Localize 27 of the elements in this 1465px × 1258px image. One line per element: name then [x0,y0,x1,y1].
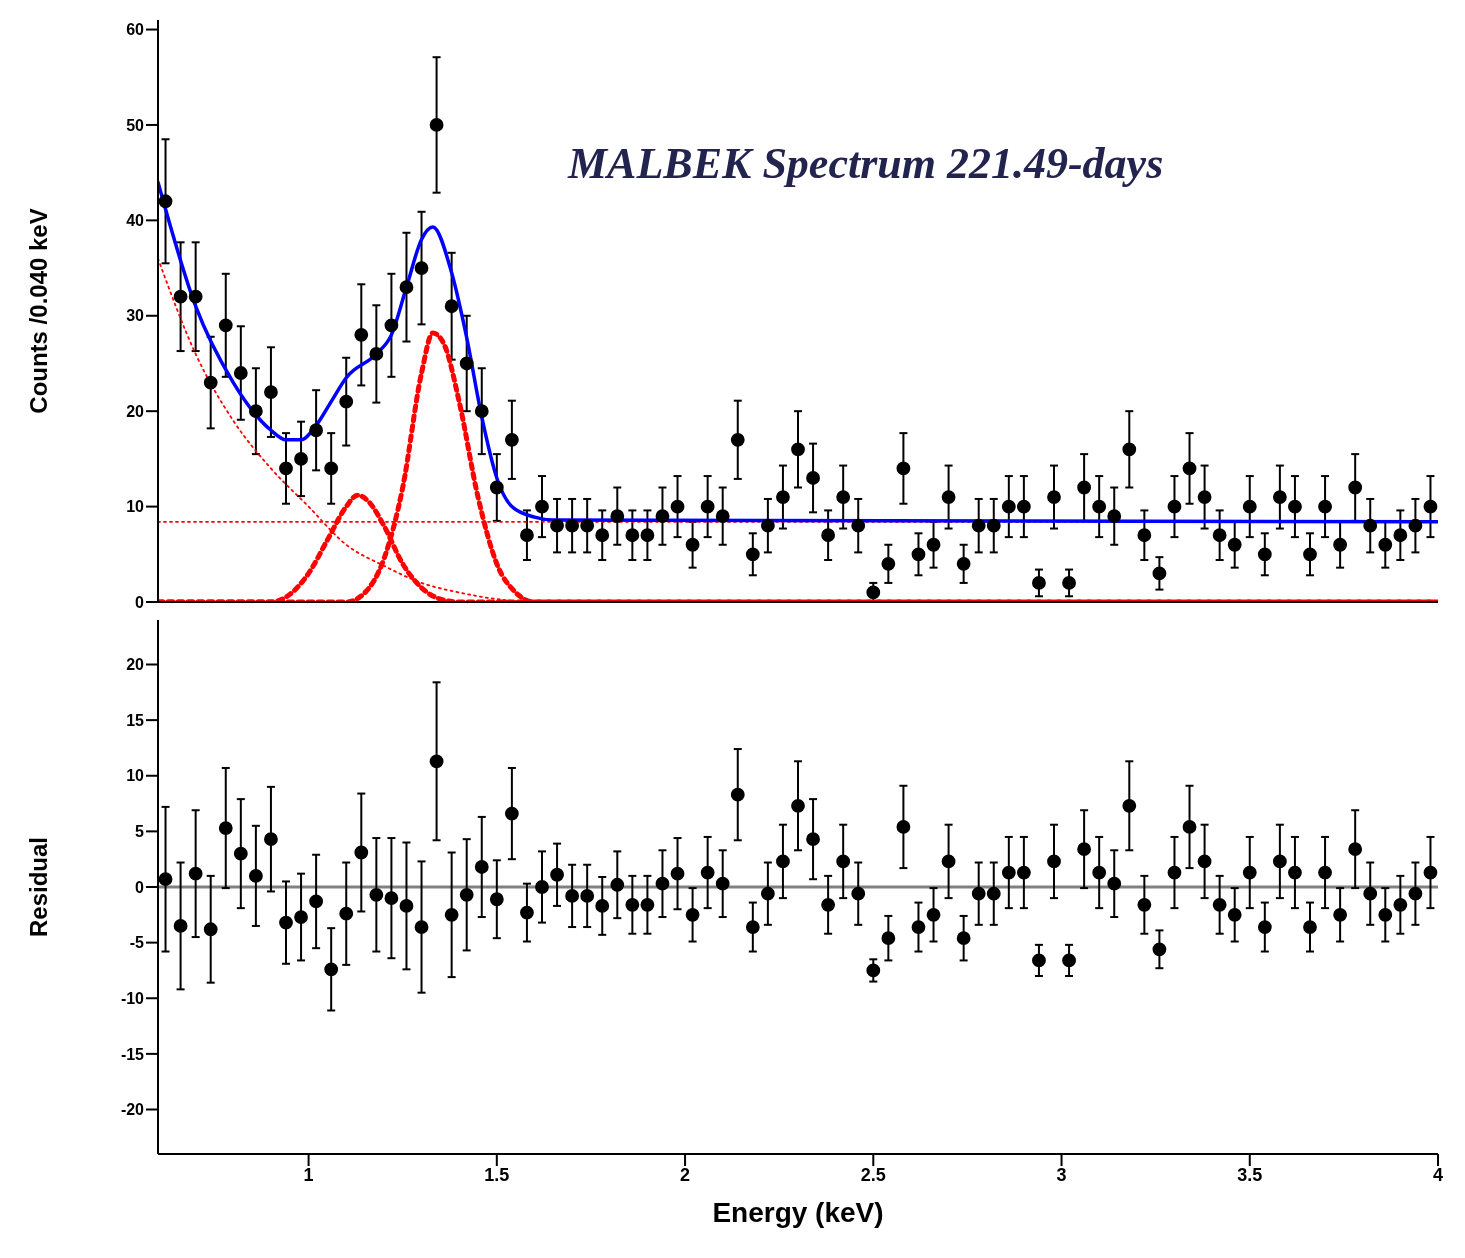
y-tick-label: 20 [126,656,145,674]
y-axis-title: Residual [24,836,52,938]
y-tick-label: 15 [126,711,145,729]
x-axis-title: Energy (keV) [712,1197,884,1228]
y-tick-label: 20 [126,402,145,420]
y-tick-label: 5 [135,823,145,841]
text: MALBEK Spectrum 221.49-days [568,138,1164,189]
y-tick-label: 30 [126,307,145,325]
x-tick-label: 2 [680,1164,691,1185]
y-tick-label: -10 [120,989,145,1007]
y-axis-title: Counts /0.040 keV [24,208,52,414]
x-tick-label: 1.5 [484,1164,510,1185]
x-tick-label: 2.5 [860,1164,886,1185]
y-tick-label: 10 [126,767,145,785]
x-tick-label: 3 [1056,1164,1067,1185]
y-tick-label: -5 [129,934,145,952]
y-tick-label: 0 [135,878,145,896]
y-tick-label: -20 [120,1101,145,1119]
x-tick-label: 4 [1432,1164,1444,1185]
y-tick-label: 40 [126,212,145,230]
y-tick-label: 0 [135,593,145,611]
x-tick-label: 1 [303,1164,314,1185]
y-tick-label: 60 [126,21,145,39]
y-tick-label: 50 [126,116,145,134]
x-tick-label: 3.5 [1237,1164,1263,1185]
y-tick-label: 10 [126,498,145,516]
y-tick-label: -15 [120,1045,145,1063]
